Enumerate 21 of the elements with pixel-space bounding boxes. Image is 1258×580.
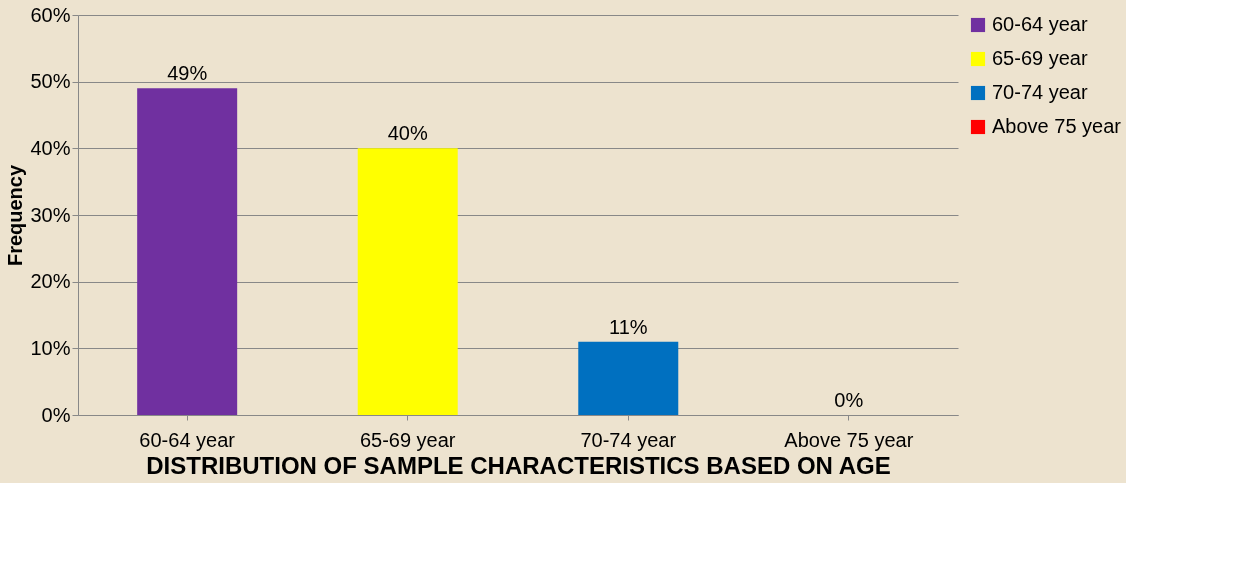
legend-label: 60-64 year	[992, 13, 1088, 35]
data-label: 40%	[387, 122, 428, 145]
x-tick-label: 65-69 year	[359, 428, 456, 451]
y-tick-label: 30%	[30, 203, 71, 226]
legend-label: 70-74 year	[992, 81, 1088, 103]
y-tick-label: 10%	[30, 336, 71, 359]
x-axis-title: DISTRIBUTION OF SAMPLE CHARACTERISTICS BASED ON AGE	[146, 451, 891, 479]
legend-label: Above 75 year	[992, 115, 1122, 137]
y-tick-label: 60%	[30, 3, 71, 26]
data-label: 49%	[167, 62, 208, 85]
x-tick-label: 60-64 year	[139, 428, 236, 451]
data-label: 11%	[609, 315, 648, 338]
x-tick-label: Above 75 year	[784, 428, 914, 451]
x-tick-label: 70-74 year	[580, 428, 677, 451]
y-tick-label: 20%	[30, 270, 71, 293]
y-axis-title: Frequency	[4, 164, 27, 267]
y-tick-label: 40%	[30, 136, 71, 159]
y-tick-label: 50%	[30, 70, 71, 93]
legend-label: 65-69 year	[992, 47, 1088, 69]
y-tick-label: 0%	[41, 403, 71, 426]
data-label: 0%	[834, 389, 864, 411]
